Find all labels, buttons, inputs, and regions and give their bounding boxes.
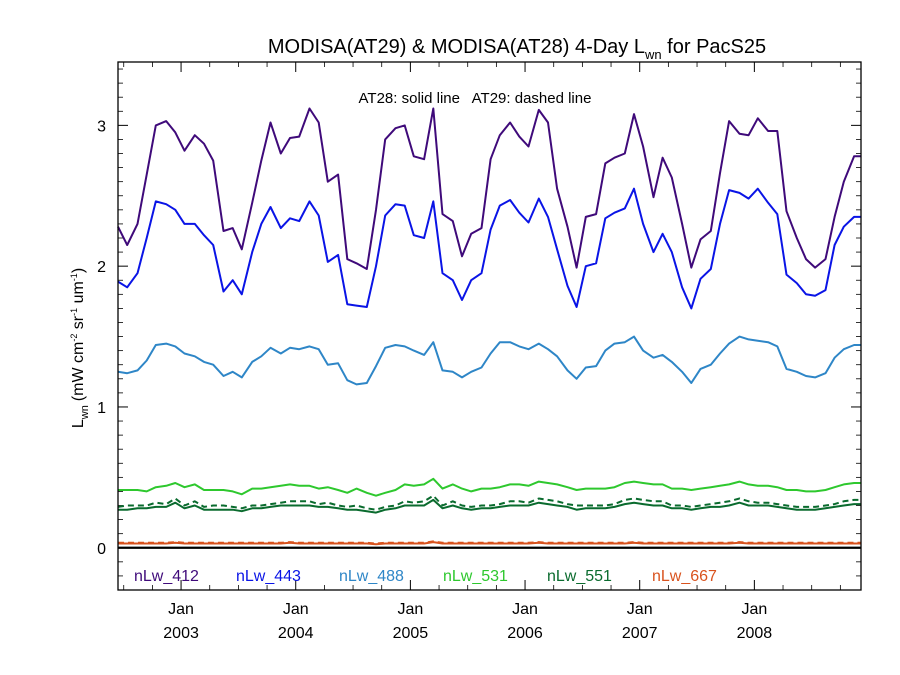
series-line-nlw-531-solid — [118, 477, 861, 497]
x-tick-month-label: Jan — [397, 601, 423, 618]
y-tick-label: 1 — [97, 400, 106, 417]
chart-title-main: MODISA(AT29) & MODISA(AT28) 4-Day L — [268, 36, 645, 58]
x-tick-month-label: Jan — [512, 601, 538, 618]
series-line-nlw-443-solid — [117, 187, 861, 310]
y-label-exp2: -1 — [69, 308, 79, 316]
series-line-nlw-667-dashed — [118, 540, 861, 545]
y-tick-label: 2 — [97, 259, 106, 276]
y-label-exp3: -1 — [69, 273, 79, 281]
y-label-sr: sr — [70, 315, 87, 333]
legend-item-nlw-551: nLw_551 — [547, 568, 612, 585]
x-tick-month-label: Jan — [627, 601, 653, 618]
legend-item-nlw-488: nLw_488 — [339, 568, 404, 585]
y-tick-label: 0 — [97, 541, 106, 558]
y-label-exp1: -2 — [69, 334, 79, 342]
x-tick-year-label: 2004 — [278, 625, 314, 642]
legend-item-nlw-443: nLw_443 — [236, 568, 301, 585]
legend-item-nlw-412: nLw_412 — [134, 568, 199, 585]
x-tick-month-label: Jan — [741, 601, 767, 618]
x-tick-year-label: 2007 — [622, 625, 658, 642]
legend-item-nlw-667: nLw_667 — [652, 568, 717, 585]
y-label-um: um — [70, 281, 87, 308]
y-label-sub: wn — [79, 405, 91, 420]
x-tick-month-label: Jan — [168, 601, 194, 618]
series-line-nlw-551-dashed — [117, 494, 861, 511]
x-tick-year-label: 2003 — [163, 625, 199, 642]
x-tick-labels: Jan 2003 Jan 2004 Jan 2005 Jan 2006 Jan 2007 Jan 20… — [163, 601, 772, 642]
series-lines — [117, 107, 861, 546]
legend-item-nlw-531: nLw_531 — [443, 568, 508, 585]
line-style-annotation: AT28: solid line AT29: dashed line — [359, 90, 592, 107]
y-label-close: ) — [70, 268, 87, 273]
chart-title-tail: for PacS25 — [662, 36, 767, 58]
series-line-nlw-488-solid — [117, 335, 861, 386]
axis-ticks — [118, 62, 861, 590]
series-line-nlw-551-solid — [118, 498, 861, 514]
y-label-units: (mW cm — [70, 342, 87, 402]
legend: nLw_412 nLw_443 nLw_488 nLw_531 nLw_551 nLw_6… — [134, 568, 717, 585]
plot-frame — [117, 61, 862, 591]
chart-title: MODISA(AT29) & MODISA(AT28) 4-Day Lwn fo… — [268, 36, 766, 62]
x-tick-year-label: 2005 — [393, 625, 429, 642]
y-tick-labels: 0 1 2 3 — [97, 118, 106, 557]
x-tick-year-label: 2008 — [737, 625, 773, 642]
y-axis-label: Lwn(mW cm-2 sr-1 um-1) — [69, 268, 91, 428]
x-tick-year-label: 2006 — [507, 625, 543, 642]
y-tick-label: 3 — [97, 118, 106, 135]
y-label-main: L — [70, 419, 87, 428]
chart-title-sub: wn — [644, 47, 662, 62]
series-line-nlw-412-solid — [117, 107, 861, 270]
x-tick-month-label: Jan — [283, 601, 309, 618]
